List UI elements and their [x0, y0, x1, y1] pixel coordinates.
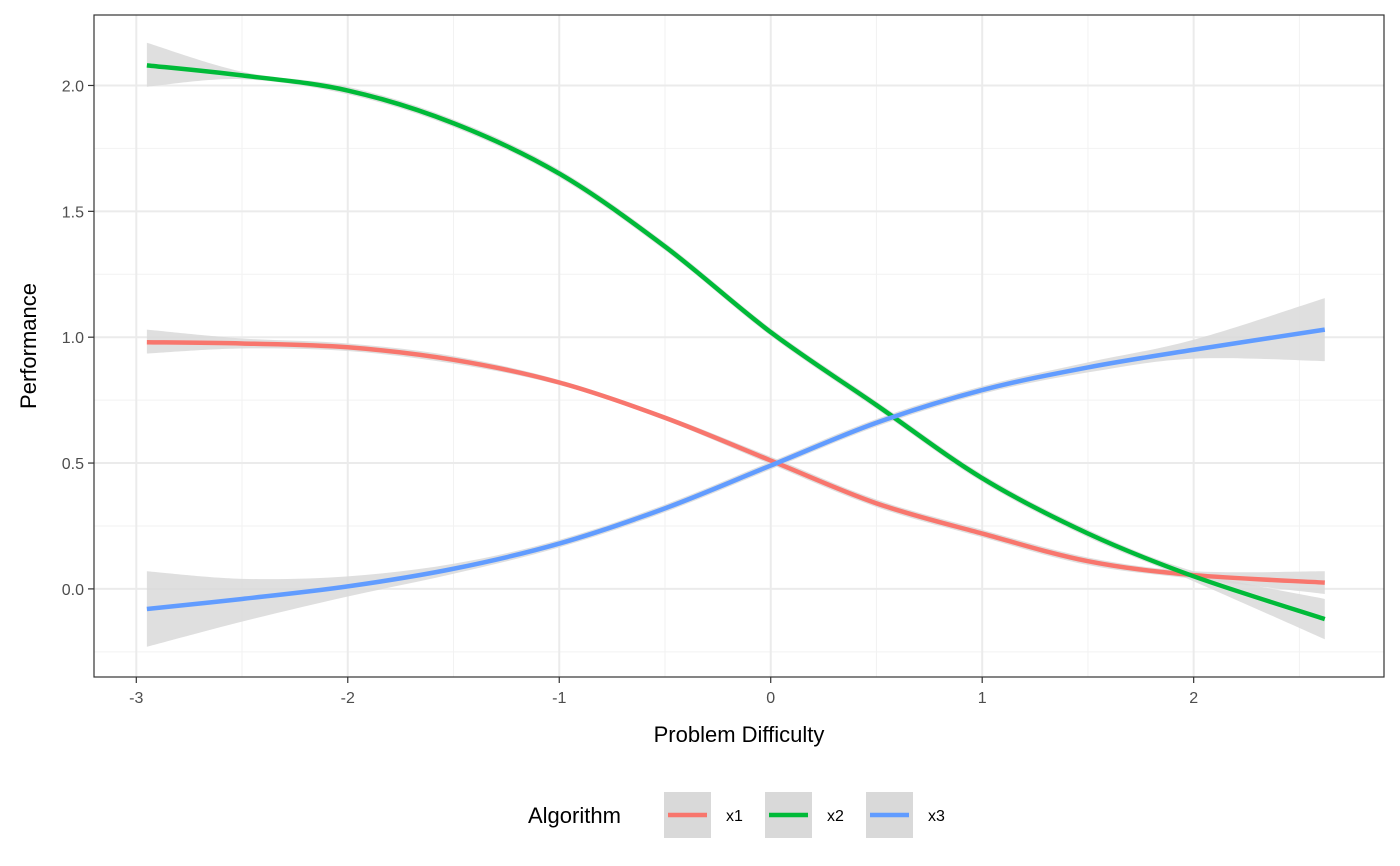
- x-tick-label: 2: [1189, 690, 1198, 707]
- series-line-x3: [146, 327, 1326, 612]
- legend-label-x3: x3: [928, 808, 945, 825]
- legend-label-x2: x2: [827, 808, 844, 825]
- y-tick-label: 1.0: [62, 330, 84, 347]
- y-axis: 0.0 0.5 1.0 1.5 2.0: [62, 78, 94, 599]
- y-tick-label: 0.5: [62, 456, 84, 473]
- series-lines: [146, 63, 1326, 622]
- x-axis: -3 -2 -1 0 1 2: [129, 677, 1198, 707]
- x-tick-label: 1: [978, 690, 987, 707]
- x-tick-label: -3: [129, 690, 143, 707]
- confidence-band-x3: [146, 298, 1325, 647]
- legend-title: Algorithm: [528, 803, 621, 828]
- y-tick-label: 0.0: [62, 582, 84, 599]
- legend-label-x1: x1: [726, 808, 743, 825]
- y-tick-label: 2.0: [62, 78, 84, 95]
- series-line-x2: [146, 63, 1326, 622]
- x-tick-label: -2: [341, 690, 355, 707]
- legend: Algorithm x1 x2 x3: [528, 792, 945, 838]
- y-tick-label: 1.5: [62, 204, 84, 221]
- x-tick-label: 0: [766, 690, 775, 707]
- x-axis-title: Problem Difficulty: [654, 722, 825, 747]
- panel-border: [93, 14, 1385, 678]
- grid-minor: [94, 15, 1384, 677]
- x-tick-label: -1: [552, 690, 566, 707]
- y-axis-title: Performance: [16, 283, 41, 409]
- series-line-x1: [146, 339, 1325, 585]
